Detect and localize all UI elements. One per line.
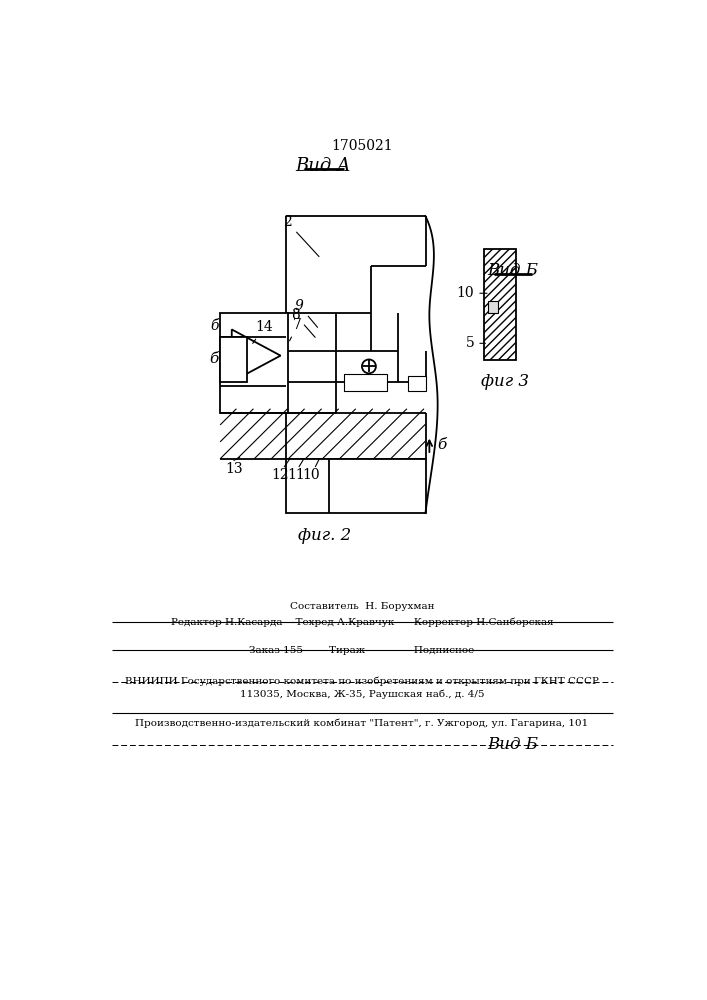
Text: Вид А: Вид А [296, 157, 351, 175]
Text: Составитель  Н. Борухман: Составитель Н. Борухман [290, 602, 434, 611]
Text: 14: 14 [252, 320, 273, 343]
Bar [220, 312, 288, 413]
Text: Производственно-издательский комбинат "Патент", г. Ужгород, ул. Гагарина, 101: Производственно-издательский комбинат "П… [135, 719, 588, 728]
Text: 9: 9 [295, 298, 317, 327]
Bar [220, 337, 247, 382]
Bar [489, 301, 498, 312]
Text: 5: 5 [466, 336, 486, 350]
Text: б: б [209, 352, 218, 366]
Text: 2: 2 [284, 215, 319, 257]
Text: фиг. 2: фиг. 2 [298, 527, 351, 544]
Text: б: б [437, 438, 446, 452]
Text: 13: 13 [226, 462, 243, 476]
Text: 10: 10 [457, 286, 487, 300]
Bar [344, 374, 387, 391]
Bar [286, 459, 426, 513]
Text: Вид Б: Вид Б [488, 262, 539, 279]
Bar [408, 376, 426, 391]
Text: Редактор Н.Касарда    Техред А.Кравчук      Корректор Н.Санборская: Редактор Н.Касарда Техред А.Кравчук Корр… [170, 617, 554, 627]
Text: Вид Б: Вид Б [488, 736, 539, 753]
Bar [484, 249, 516, 360]
Text: 7: 7 [290, 318, 302, 341]
Text: 12: 12 [271, 468, 289, 482]
Text: 10: 10 [303, 468, 320, 482]
Text: фиг 3: фиг 3 [481, 373, 530, 390]
Text: 11: 11 [287, 468, 305, 482]
Text: 8: 8 [291, 308, 315, 337]
Text: 1705021: 1705021 [331, 139, 393, 153]
Text: ВНИИПИ Государственного комитета по изобретениям и открытиям при ГКНТ СССР: ВНИИПИ Государственного комитета по изоб… [125, 676, 599, 686]
Text: б: б [211, 319, 219, 333]
Text: 113035, Москва, Ж-35, Раушская наб., д. 4/5: 113035, Москва, Ж-35, Раушская наб., д. … [240, 690, 484, 699]
Text: Заказ 155        Тираж               Подписное: Заказ 155 Тираж Подписное [250, 646, 474, 655]
